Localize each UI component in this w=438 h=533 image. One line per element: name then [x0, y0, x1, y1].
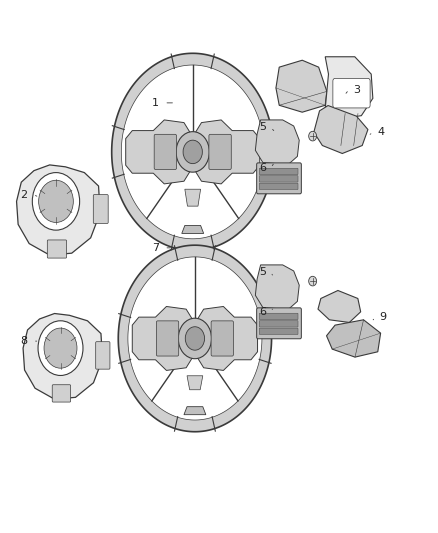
FancyBboxPatch shape [47, 240, 67, 258]
Polygon shape [326, 320, 381, 357]
Text: 1: 1 [152, 98, 159, 108]
Circle shape [183, 140, 202, 164]
Circle shape [178, 318, 212, 359]
FancyBboxPatch shape [211, 321, 233, 356]
FancyBboxPatch shape [95, 342, 110, 369]
FancyBboxPatch shape [257, 163, 301, 194]
Circle shape [39, 180, 73, 222]
FancyBboxPatch shape [259, 176, 298, 182]
Text: 9: 9 [380, 312, 387, 322]
Polygon shape [318, 290, 360, 322]
Polygon shape [314, 106, 368, 154]
Polygon shape [187, 376, 203, 390]
FancyBboxPatch shape [93, 195, 108, 223]
FancyBboxPatch shape [154, 134, 177, 169]
Circle shape [32, 173, 80, 230]
Polygon shape [118, 245, 272, 432]
Polygon shape [276, 60, 327, 112]
Polygon shape [197, 306, 258, 370]
Polygon shape [132, 306, 193, 370]
FancyBboxPatch shape [259, 183, 298, 190]
Polygon shape [185, 189, 201, 206]
Circle shape [38, 321, 83, 375]
Text: 2: 2 [21, 190, 28, 199]
Polygon shape [255, 265, 299, 310]
FancyBboxPatch shape [209, 134, 231, 169]
FancyBboxPatch shape [259, 168, 298, 175]
Circle shape [185, 327, 205, 350]
Polygon shape [325, 57, 373, 119]
Text: 5: 5 [259, 123, 266, 132]
Circle shape [309, 131, 317, 141]
Polygon shape [126, 120, 191, 184]
Circle shape [309, 276, 317, 286]
FancyBboxPatch shape [52, 385, 71, 402]
Polygon shape [23, 313, 102, 399]
Polygon shape [184, 407, 206, 415]
FancyBboxPatch shape [156, 321, 179, 356]
Text: 3: 3 [353, 85, 360, 94]
Polygon shape [128, 257, 262, 420]
FancyBboxPatch shape [333, 78, 370, 108]
FancyBboxPatch shape [259, 321, 298, 327]
Circle shape [176, 132, 209, 172]
Polygon shape [121, 65, 264, 239]
Polygon shape [255, 120, 299, 165]
Polygon shape [17, 165, 100, 255]
Text: 7: 7 [152, 243, 159, 253]
Text: 6: 6 [259, 307, 266, 317]
FancyBboxPatch shape [259, 313, 298, 320]
Polygon shape [195, 120, 260, 184]
FancyBboxPatch shape [257, 308, 301, 339]
Text: 5: 5 [259, 267, 266, 277]
Polygon shape [182, 225, 204, 233]
Text: 4: 4 [378, 127, 385, 137]
Text: 8: 8 [21, 336, 28, 346]
Polygon shape [112, 53, 274, 251]
FancyBboxPatch shape [259, 328, 298, 335]
Text: 6: 6 [259, 163, 266, 173]
Circle shape [44, 328, 77, 368]
